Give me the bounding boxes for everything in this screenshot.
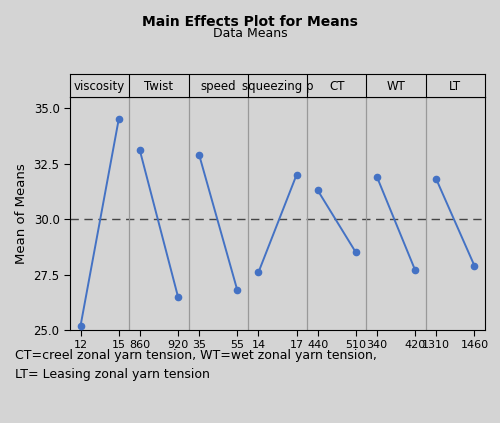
Text: WT: WT: [386, 80, 406, 93]
Text: Main Effects Plot for Means: Main Effects Plot for Means: [142, 15, 358, 29]
Text: LT: LT: [450, 80, 462, 93]
Text: LT= Leasing zonal yarn tension: LT= Leasing zonal yarn tension: [15, 368, 210, 381]
Text: viscosity: viscosity: [74, 80, 126, 93]
Text: CT: CT: [329, 80, 344, 93]
Text: Twist: Twist: [144, 80, 174, 93]
Text: Data Means: Data Means: [212, 27, 288, 41]
Y-axis label: Mean of Means: Mean of Means: [15, 163, 28, 264]
Text: CT=creel zonal yarn tension, WT=wet zonal yarn tension,: CT=creel zonal yarn tension, WT=wet zona…: [15, 349, 377, 362]
Text: speed: speed: [200, 80, 236, 93]
Text: squeezing p: squeezing p: [242, 80, 313, 93]
